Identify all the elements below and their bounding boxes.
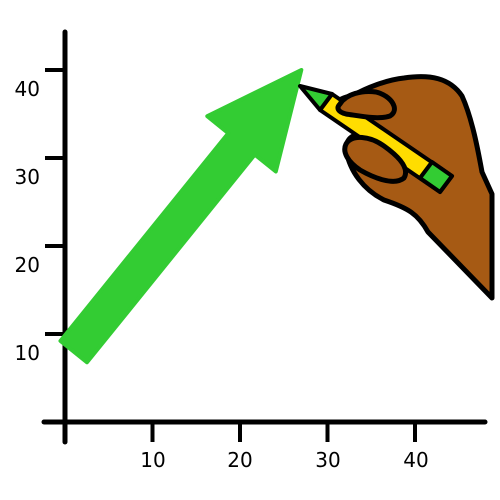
finger-bottom xyxy=(342,135,408,184)
y-tick-label-10: 10 xyxy=(15,341,40,365)
pencil xyxy=(298,84,454,194)
series-layer xyxy=(58,68,304,365)
pencil-tip xyxy=(298,84,334,112)
y-tick-label-40: 40 xyxy=(15,77,40,101)
y-ticks xyxy=(45,68,65,336)
x-tick-label-40: 40 xyxy=(403,448,428,472)
x-tick-label-20: 20 xyxy=(227,448,252,472)
x-tick-labels: 10 20 30 40 xyxy=(140,448,428,472)
series-arrow-0 xyxy=(58,68,304,365)
pencil-eraser xyxy=(418,160,454,194)
y-tick-label-30: 30 xyxy=(15,165,40,189)
finger-top xyxy=(335,89,397,121)
y-tick-label-20: 20 xyxy=(15,253,40,277)
hand-pencil-icon xyxy=(298,74,495,301)
y-tick-labels: 10 20 30 40 xyxy=(15,77,40,365)
x-tick-label-10: 10 xyxy=(140,448,165,472)
x-tick-label-30: 30 xyxy=(315,448,340,472)
x-ticks xyxy=(63,422,417,442)
